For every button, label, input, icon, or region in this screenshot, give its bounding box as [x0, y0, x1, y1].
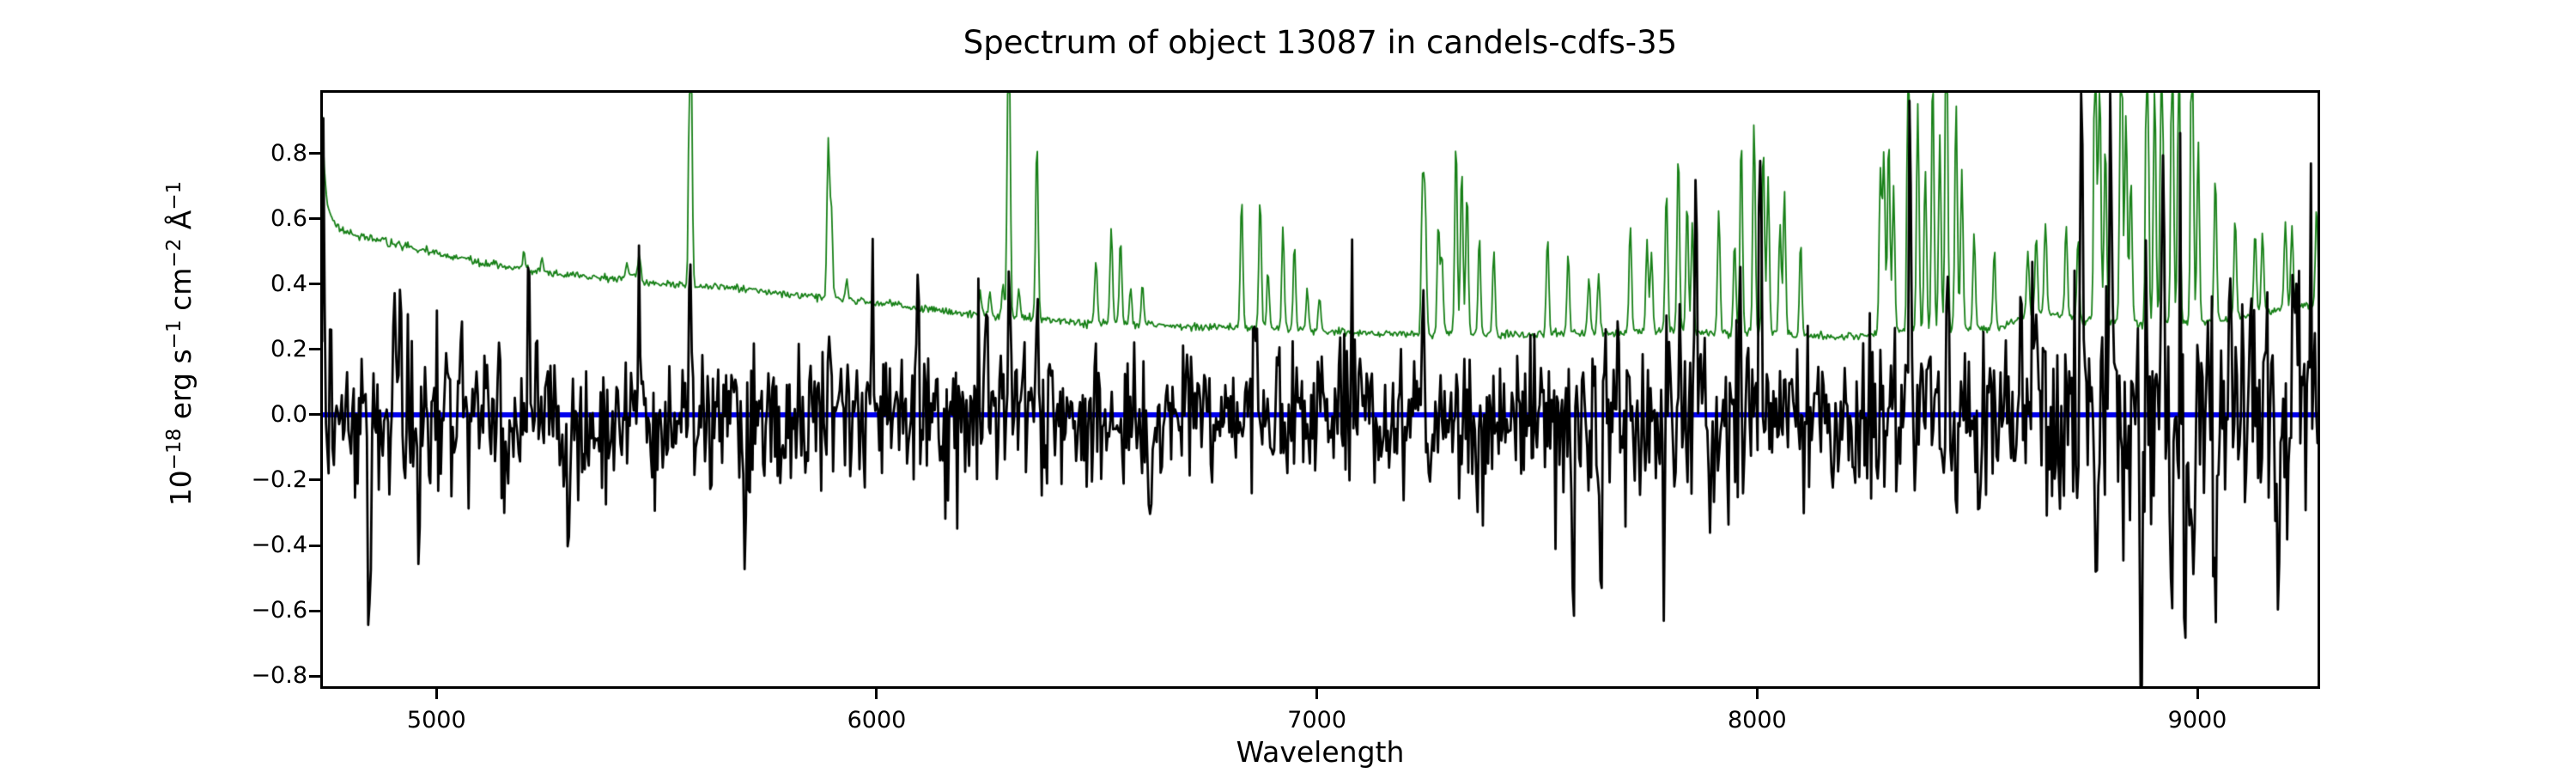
- x-tick-label: 6000: [847, 707, 907, 733]
- y-tick-label: 0.8: [270, 139, 307, 167]
- y-tick-label: −0.2: [251, 466, 307, 493]
- ylabel-exp: −2: [163, 238, 185, 268]
- x-axis-label: Wavelength: [1236, 735, 1405, 769]
- y-tick-label: −0.8: [251, 662, 307, 690]
- y-tick-mark: [309, 348, 320, 351]
- y-tick-mark: [309, 413, 320, 417]
- x-tick-mark: [1315, 688, 1319, 699]
- y-tick-mark: [309, 283, 320, 286]
- x-tick-mark: [434, 688, 438, 699]
- spectrum-plot-canvas: [322, 92, 2318, 687]
- x-tick-mark: [1755, 688, 1759, 699]
- y-tick-mark: [309, 152, 320, 155]
- y-tick-mark: [309, 478, 320, 482]
- plot-title: Spectrum of object 13087 in candels-cdfs…: [963, 24, 1678, 61]
- x-tick-label: 8000: [1727, 707, 1787, 733]
- x-tick-label: 7000: [1287, 707, 1346, 733]
- x-tick-mark: [2196, 688, 2199, 699]
- y-tick-mark: [309, 217, 320, 221]
- y-tick-label: 0.2: [270, 335, 307, 362]
- x-tick-mark: [875, 688, 878, 699]
- x-tick-label: 9000: [2167, 707, 2227, 733]
- y-tick-label: −0.4: [251, 532, 307, 559]
- ylabel-exp: −18: [163, 428, 185, 471]
- y-tick-label: 0.4: [270, 270, 307, 297]
- y-tick-label: −0.6: [251, 597, 307, 624]
- y-tick-mark: [309, 674, 320, 678]
- y-tick-mark: [309, 609, 320, 612]
- y-tick-mark: [309, 544, 320, 547]
- y-tick-label: 0.6: [270, 204, 307, 232]
- y-tick-label: 0.0: [270, 400, 307, 428]
- x-tick-label: 5000: [406, 707, 466, 733]
